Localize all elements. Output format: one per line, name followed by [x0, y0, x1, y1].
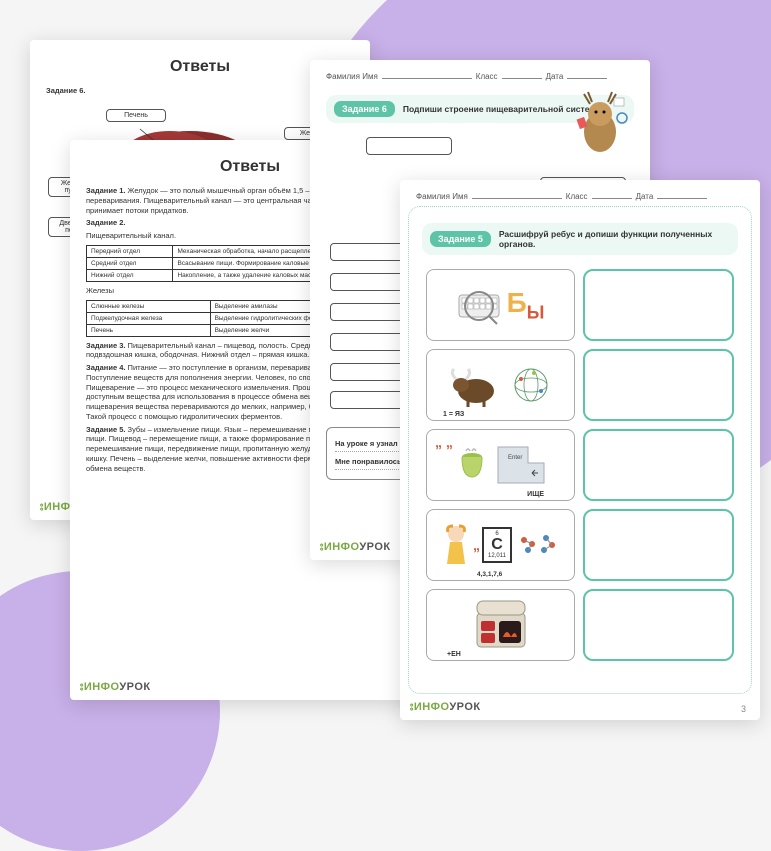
page-worksheet-rebus: Фамилия Имя Класс Дата Задание 5 Расшифр… — [400, 180, 760, 720]
rebus-answer-box[interactable] — [583, 429, 734, 501]
rebus-hint-text: 1 = ЯЗ — [443, 411, 464, 418]
task-1-label: Задание 1. — [86, 186, 125, 195]
rebus-clue-2: 1 = ЯЗ — [426, 349, 575, 421]
molecules-icon — [516, 530, 560, 560]
reflect-learned-label: На уроке я узнал — [335, 439, 398, 448]
page-number: 3 — [741, 704, 746, 714]
task-2-label: Задание 2. — [86, 218, 125, 227]
rebus-hint-text: ИЩЕ — [527, 491, 544, 498]
rebus-row: БЫ — [426, 269, 734, 341]
page-title: Ответы — [46, 58, 354, 76]
globe-molecule-icon — [506, 361, 556, 409]
girl-icon — [441, 522, 471, 568]
rebus-clue-5: +ЕН — [426, 589, 575, 661]
task-4-label: Задание 4. — [86, 363, 125, 372]
task-number-badge: Задание 5 — [430, 231, 491, 247]
task-5-label: Задание 5. — [86, 425, 125, 434]
rebus-clue-3: „ „ Enter ИЩЕ — [426, 429, 575, 501]
brand-logo: ⦂ИНФОУРОК — [320, 541, 391, 554]
rebus-answer-box[interactable] — [583, 349, 734, 421]
rebus-grid: БЫ — [422, 265, 738, 673]
rebus-clue-1: БЫ — [426, 269, 575, 341]
pot-icon — [454, 447, 490, 483]
oven-icon — [469, 597, 533, 653]
task-number-badge: Задание 6 — [334, 101, 395, 117]
brand-logo: ⦂ИНФОУРОК — [80, 681, 151, 694]
rebus-hint-text: +ЕН — [447, 651, 461, 658]
keyboard-icon — [457, 283, 501, 327]
enter-key-icon: Enter — [494, 443, 548, 487]
reflect-liked-label: Мне понравилось — [335, 457, 402, 466]
rebus-answer-box[interactable] — [583, 269, 734, 341]
rebus-hint-text: 4,3,1,7,6 — [477, 571, 502, 578]
rebus-answer-box[interactable] — [583, 589, 734, 661]
bull-icon — [446, 361, 502, 409]
task-pill: Задание 5 Расшифруй ребус и допиши функц… — [422, 223, 738, 255]
rebus-row: +ЕН — [426, 589, 734, 661]
worksheet-header: Фамилия Имя Класс Дата — [416, 192, 744, 201]
periodic-element-card: 6 C 12,011 — [482, 527, 512, 563]
answer-box[interactable] — [366, 137, 452, 155]
brand-logo: ⦂ИНФОУРОК — [410, 701, 481, 714]
rebus-answer-box[interactable] — [583, 509, 734, 581]
task-instruction: Расшифруй ребус и допиши функции получен… — [499, 229, 730, 249]
label-liver: Печень — [106, 109, 166, 122]
svg-text:Enter: Enter — [508, 455, 522, 461]
rebus-row: „ „ Enter ИЩЕ — [426, 429, 734, 501]
task-3-label: Задание 3. — [86, 341, 125, 350]
task-6-label: Задание 6. — [46, 86, 85, 95]
rebus-clue-4: „ 6 C 12,011 4,3,1,7,6 — [426, 509, 575, 581]
rebus-row: 1 = ЯЗ — [426, 349, 734, 421]
rebus-row: „ 6 C 12,011 4,3,1,7,6 — [426, 509, 734, 581]
worksheet-header: Фамилия Имя Класс Дата — [326, 72, 634, 81]
